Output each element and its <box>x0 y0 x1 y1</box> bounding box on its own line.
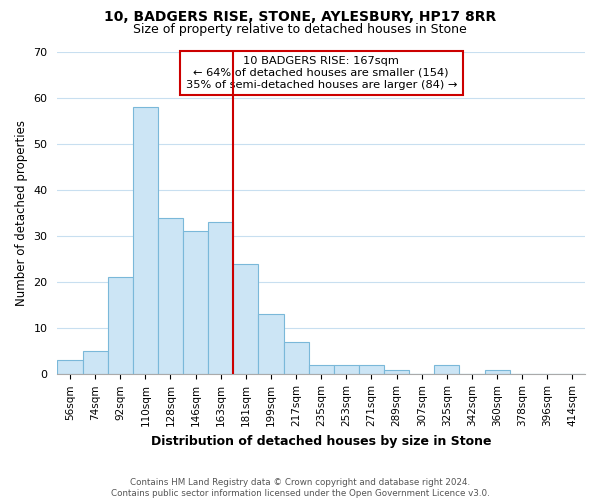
Bar <box>259 314 284 374</box>
Bar <box>308 365 334 374</box>
Bar <box>208 222 233 374</box>
Bar <box>107 278 133 374</box>
Text: Size of property relative to detached houses in Stone: Size of property relative to detached ho… <box>133 22 467 36</box>
Bar <box>485 370 509 374</box>
Text: Contains HM Land Registry data © Crown copyright and database right 2024.
Contai: Contains HM Land Registry data © Crown c… <box>110 478 490 498</box>
Bar <box>233 264 259 374</box>
Bar <box>384 370 409 374</box>
X-axis label: Distribution of detached houses by size in Stone: Distribution of detached houses by size … <box>151 434 491 448</box>
Bar <box>359 365 384 374</box>
Bar <box>83 352 107 374</box>
Bar <box>334 365 359 374</box>
Bar <box>284 342 308 374</box>
Bar <box>58 360 83 374</box>
Text: 10, BADGERS RISE, STONE, AYLESBURY, HP17 8RR: 10, BADGERS RISE, STONE, AYLESBURY, HP17… <box>104 10 496 24</box>
Bar <box>158 218 183 374</box>
Y-axis label: Number of detached properties: Number of detached properties <box>15 120 28 306</box>
Bar <box>434 365 460 374</box>
Bar <box>183 232 208 374</box>
Text: 10 BADGERS RISE: 167sqm
← 64% of detached houses are smaller (154)
35% of semi-d: 10 BADGERS RISE: 167sqm ← 64% of detache… <box>185 56 457 90</box>
Bar <box>133 107 158 374</box>
